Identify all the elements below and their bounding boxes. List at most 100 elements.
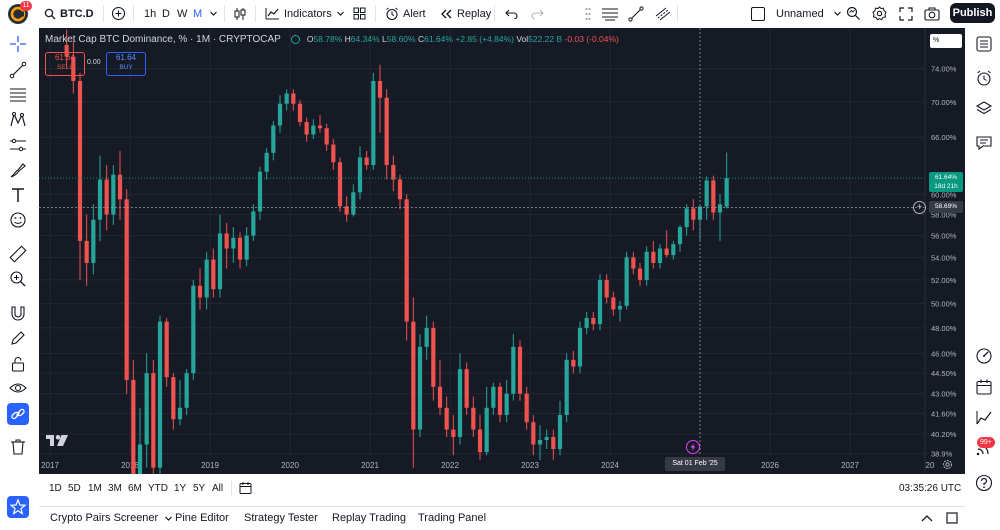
candle [711,175,716,220]
candle [337,157,343,212]
candle-body [484,407,489,453]
forecast-tool[interactable] [9,136,27,154]
candle-body [571,359,576,367]
candle-body [511,346,516,394]
emoji-tool[interactable] [9,211,27,229]
interval-dropdown[interactable] [209,0,218,27]
chats-button[interactable] [975,134,993,152]
watchlist-button[interactable] [975,35,993,53]
trend-line-tool[interactable] [628,0,644,27]
indicators-button[interactable]: Indicators [265,0,332,27]
fullscreen-button[interactable] [899,0,913,27]
zoom-in-icon [10,271,26,287]
candle-body [397,179,403,200]
replay-button[interactable]: Replay [439,0,491,27]
range-5d[interactable]: 5D [68,482,81,494]
stay-in-drawing-tool[interactable] [9,329,27,347]
chart-settings-button[interactable] [942,459,953,470]
zoom-in-tool[interactable] [9,270,27,288]
publish-button[interactable]: Publish [950,3,995,23]
x-tick-label: 2027 [841,461,859,470]
range-1m[interactable]: 1M [88,482,102,494]
legend-title[interactable]: Market Cap BTC Dominance, % · 1M · CRYPT… [45,33,281,45]
quick-search-button[interactable] [846,0,861,27]
parallel-channel-tool[interactable] [655,0,671,27]
line-tool[interactable] [9,61,27,79]
open-value: 58.78% [313,34,343,44]
divider [231,481,232,495]
sell-button[interactable]: 61.64 SELL [45,52,85,76]
tradingview-logo [46,435,68,446]
layout-menu[interactable]: Unnamed [751,0,842,27]
candle [524,386,529,430]
lock-icon [11,357,25,372]
fib-tool[interactable] [9,86,27,104]
interval-1h[interactable]: 1h [144,7,157,20]
chart-type-button[interactable] [233,0,247,27]
sync-drawings-tool[interactable] [7,403,29,425]
range-1d[interactable]: 1D [49,482,62,494]
interval-w[interactable]: W [177,7,188,20]
symbol-search[interactable]: BTC.D [44,0,94,27]
collapse-panel-button[interactable] [921,507,933,529]
candle-body [631,257,636,269]
brush-icon [10,163,26,178]
tab-strategy-tester[interactable]: Strategy Tester [244,512,318,524]
alert-button[interactable]: Alert [385,0,426,27]
chart-pane[interactable]: 74.00% 70.00% 66.00% 60.00% 58.00% 56.00% 54.0… [39,28,965,474]
range-1y[interactable]: 1Y [174,482,187,494]
timezone-clock[interactable]: 03:35:26 UTC [899,482,962,494]
market-status-icon[interactable] [290,34,300,44]
measure-tool[interactable] [9,245,27,263]
compare-symbol-button[interactable] [111,0,126,27]
tab-trading-panel[interactable]: Trading Panel [418,512,487,524]
user-avatar[interactable]: 11 [8,1,32,24]
snapshot-button[interactable] [924,0,940,27]
alerts-button[interactable] [975,69,993,87]
crosshair-tool[interactable] [9,35,27,53]
alarm-clock-icon [977,70,991,86]
price-chart[interactable]: 74.00% 70.00% 66.00% 60.00% 58.00% 56.00% 54.0… [39,28,965,474]
watchlist-favorite-button[interactable] [7,496,29,518]
range-6m[interactable]: 6M [128,482,142,494]
tab-crypto-pairs-screener[interactable]: Crypto Pairs Screener [50,507,173,529]
tab-pine-editor[interactable]: Pine Editor [175,512,229,524]
remove-drawings-tool[interactable] [9,438,27,456]
brush-tool[interactable] [9,161,27,179]
candle [571,350,576,374]
range-5y[interactable]: 5Y [193,482,206,494]
calendar-button[interactable] [975,378,993,396]
horizontal-lines-tool[interactable] [601,0,619,27]
magnet-tool[interactable] [9,304,27,322]
pattern-tool[interactable] [9,111,27,129]
buy-button[interactable]: 61.64 BUY [106,52,146,76]
maximize-panel-button[interactable] [946,507,958,529]
range-3m[interactable]: 3M [108,482,122,494]
event-marker[interactable] [686,440,700,454]
hide-drawings-tool[interactable] [9,379,27,397]
x-tick-label: 2018 [121,461,139,470]
interval-d[interactable]: D [162,7,170,20]
range-all[interactable]: All [212,482,224,494]
go-to-date-button[interactable] [239,476,253,500]
ideas-button[interactable] [975,409,993,427]
redo-button[interactable] [531,0,544,27]
object-tree-button[interactable] [975,100,993,118]
drag-handle[interactable] [585,0,591,27]
settings-button[interactable] [872,0,887,27]
candle [564,353,569,423]
maximize-icon [946,512,958,524]
tab-replay-trading[interactable]: Replay Trading [332,512,406,524]
help-button[interactable] [975,474,993,492]
lock-drawings-tool[interactable] [9,355,27,373]
undo-button[interactable] [505,0,518,27]
text-tool[interactable] [9,186,27,204]
scale-unit-button[interactable]: % [930,34,962,48]
interval-m-active[interactable]: M [193,7,203,20]
candle [244,227,249,267]
range-ytd[interactable]: YTD [148,482,168,494]
technicals-button[interactable] [975,347,993,365]
indicators-dropdown[interactable] [336,0,345,27]
templates-button[interactable] [353,0,366,27]
add-alert-plus-button[interactable]: + [913,201,926,214]
